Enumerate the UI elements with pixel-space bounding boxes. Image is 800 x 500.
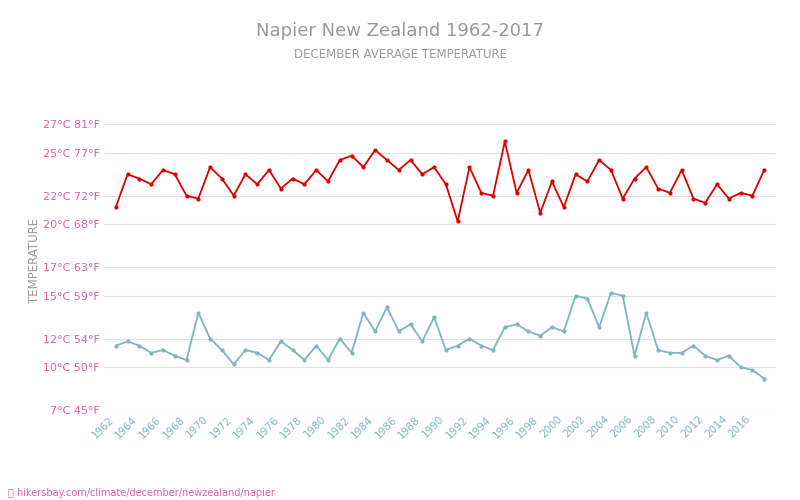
Text: Napier New Zealand 1962-2017: Napier New Zealand 1962-2017 xyxy=(256,22,544,40)
Y-axis label: TEMPERATURE: TEMPERATURE xyxy=(28,218,41,302)
Text: DECEMBER AVERAGE TEMPERATURE: DECEMBER AVERAGE TEMPERATURE xyxy=(294,48,506,60)
Text: 📍 hikersbay.com/climate/december/newzealand/napier: 📍 hikersbay.com/climate/december/newzeal… xyxy=(8,488,275,498)
